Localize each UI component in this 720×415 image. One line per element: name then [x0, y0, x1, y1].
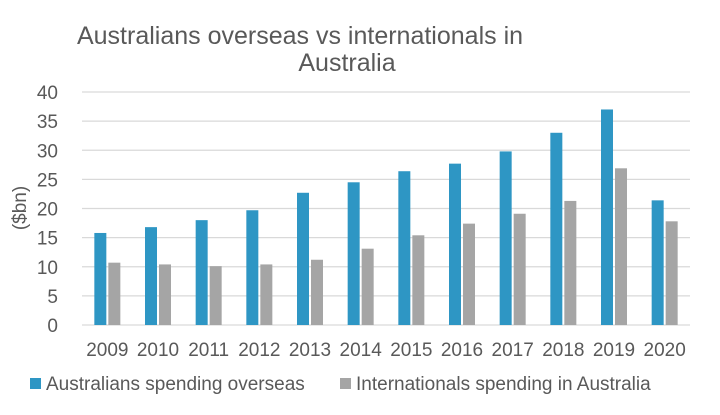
legend-label: Internationals spending in Australia [356, 374, 651, 395]
bar-australians-overseas [601, 109, 613, 325]
bar-australians-overseas [347, 182, 360, 325]
bar-internationals-in-australia [463, 223, 475, 325]
x-tick-label: 2020 [644, 340, 686, 361]
x-tick-label: 2015 [390, 340, 432, 361]
x-tick-label: 2016 [441, 340, 483, 361]
x-tick-label: 2012 [238, 340, 280, 361]
bar-australians-overseas [145, 227, 157, 325]
legend-swatch [30, 378, 41, 389]
y-tick-label: 15 [37, 229, 58, 250]
x-tick-label: 2019 [593, 340, 635, 361]
bar-australians-overseas [499, 151, 512, 325]
bar-internationals-in-australia [311, 259, 323, 325]
bar-internationals-in-australia [665, 221, 678, 325]
bar-internationals-in-australia [361, 248, 374, 325]
x-tick-label: 2018 [542, 340, 584, 361]
y-tick-label: 10 [37, 258, 58, 279]
bar-internationals-in-australia [615, 168, 627, 325]
bar-australians-overseas [651, 200, 664, 325]
x-tick-label: 2010 [137, 340, 179, 361]
legend-swatch [340, 378, 351, 389]
bar-australians-overseas [297, 192, 309, 325]
y-axis-label: ($bn) [10, 186, 31, 230]
x-tick-label: 2013 [289, 340, 331, 361]
y-tick-label: 40 [37, 83, 58, 104]
x-tick-label: 2009 [86, 340, 128, 361]
chart-title-line-1: Australians overseas vs internationals i… [77, 22, 523, 50]
bar-internationals-in-australia [108, 262, 121, 325]
bar-internationals-in-australia [209, 266, 222, 325]
bar-australians-overseas [246, 210, 259, 325]
bar-australians-overseas [195, 220, 208, 325]
bar-internationals-in-australia [412, 235, 425, 325]
bar-internationals-in-australia [513, 213, 526, 325]
bar-internationals-in-australia [159, 264, 171, 325]
x-tick-label: 2017 [492, 340, 534, 361]
bar-internationals-in-australia [564, 200, 577, 325]
bar-australians-overseas [398, 171, 411, 325]
legend-label: Australians spending overseas [46, 374, 305, 395]
y-tick-label: 35 [37, 112, 58, 133]
bar-internationals-in-australia [260, 264, 273, 325]
y-tick-label: 20 [37, 200, 58, 221]
chart-title-line-2: Australia [298, 49, 395, 77]
y-tick-label: 25 [37, 170, 58, 191]
y-tick-label: 0 [47, 316, 58, 337]
bar-australians-overseas [550, 132, 563, 325]
y-tick-label: 5 [47, 287, 58, 308]
x-tick-label: 2014 [340, 340, 383, 361]
y-tick-label: 30 [37, 141, 58, 162]
x-tick-label: 2011 [188, 340, 229, 361]
bar-australians-overseas [449, 163, 461, 325]
bar-australians-overseas [94, 232, 107, 325]
